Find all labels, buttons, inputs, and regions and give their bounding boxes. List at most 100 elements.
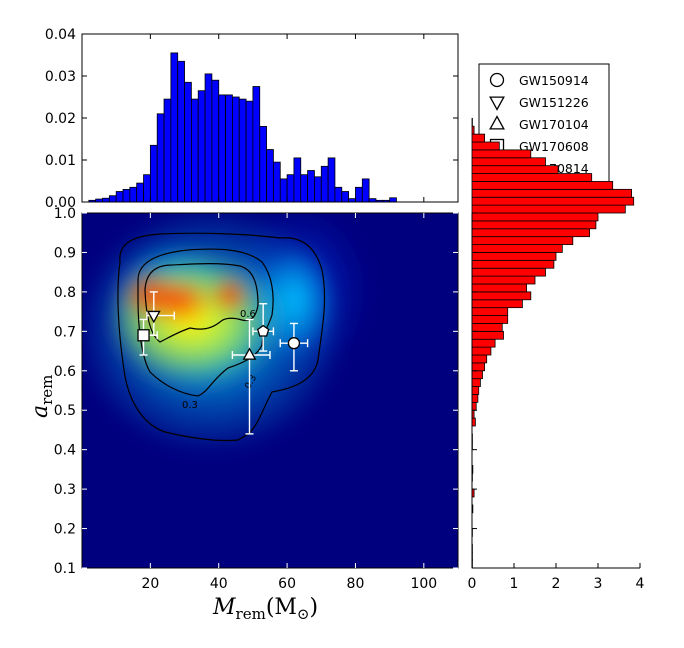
joint-panel-frame: [81, 212, 459, 569]
top-histogram-bar: [197, 90, 206, 203]
top-histogram-bar: [231, 96, 240, 203]
top-histogram-bar: [218, 94, 226, 203]
x-tick-label: 80: [347, 576, 365, 592]
right-histogram-bar: [471, 323, 503, 332]
right-histogram-bar: [471, 212, 599, 222]
top-histogram-bar: [149, 144, 158, 203]
y-tick-label: 0.7: [54, 324, 76, 340]
top-histogram-bar: [368, 198, 377, 203]
right-x-tick-label: 1: [510, 576, 519, 592]
right-histogram-bar: [471, 181, 614, 190]
event-GW170814: [252, 303, 275, 352]
event-marker-triangle-up: [242, 347, 257, 360]
right-histogram-bar: [471, 267, 546, 277]
legend-label: GW150914: [519, 73, 589, 88]
right-x-tick-label: 3: [594, 576, 603, 592]
right-histogram-bar: [471, 220, 597, 230]
x-axis-label: Mrem(M⊙): [212, 595, 318, 623]
right-x-tick-label: 4: [636, 576, 645, 592]
x-tick-label: 60: [278, 576, 296, 592]
top-histogram-bar: [177, 60, 185, 203]
right-histogram-bar: [471, 188, 633, 198]
right-histogram-bar: [471, 133, 486, 143]
top-histogram-bar: [108, 195, 117, 203]
top-histogram-bar: [252, 86, 261, 203]
event-GW170104: [231, 318, 271, 435]
right-histogram-bar: [471, 283, 527, 293]
joint-density-panel: 0.6 0.3 0.3 20 40 60 80 100 0.1 0.2 0.3 0.4 0.5 0…: [28, 206, 459, 623]
top-histogram-bar: [389, 197, 397, 203]
top-histogram-bar: [361, 178, 370, 203]
top-histogram-bar: [225, 94, 233, 203]
top-histogram-bar: [163, 98, 172, 203]
right-histogram-bar: [471, 370, 483, 380]
top-histogram-bar: [314, 176, 322, 203]
top-histogram-bar: [341, 191, 350, 203]
right-histogram-bar: [471, 394, 479, 403]
y-tick-label: 0.3: [54, 482, 76, 498]
right-histogram-bar: [471, 173, 593, 182]
right-histogram-bar: [471, 315, 509, 324]
right-histogram-bar: [471, 401, 477, 411]
x-tick-label: 100: [410, 576, 437, 592]
y-tick-label: 0.6: [54, 364, 76, 380]
legend-label: GW151226: [519, 95, 589, 110]
right-histogram-bar: [471, 386, 480, 395]
contour-label-outer: 0.3: [182, 400, 198, 411]
top-histogram-bar: [102, 197, 110, 203]
right-histogram-bar: [471, 236, 574, 245]
top-histogram-y-axis: 0.00 0.01 0.02 0.03 0.04: [45, 27, 458, 211]
event-marker-circle: [287, 337, 301, 350]
top-histogram-bar: [320, 165, 329, 203]
top-histogram-bar: [300, 174, 309, 203]
right-histogram-bars: [471, 117, 635, 569]
top-y-tick-label: 0.04: [45, 27, 76, 43]
event-marker-triangle-down: [146, 310, 161, 324]
contour-inner: [144, 263, 259, 343]
top-histogram-bar: [334, 186, 343, 203]
top-histogram-bar: [348, 198, 356, 203]
contour-label-inner: 0.6: [240, 309, 256, 320]
contour-middle: [137, 248, 274, 397]
top-histogram-bar: [136, 182, 144, 203]
top-histogram-bar: [266, 149, 274, 203]
right-x-tick-label: 2: [552, 576, 561, 592]
top-histogram-bar: [293, 157, 302, 203]
legend-label: GW170608: [519, 139, 589, 154]
top-histogram-bar: [286, 174, 295, 203]
right-histogram-x-axis: 0 1 2 3 4: [468, 212, 645, 592]
y-tick-label: 0.8: [54, 285, 76, 301]
y-tick-label: 0.5: [54, 403, 76, 419]
right-histogram-bar: [471, 259, 555, 269]
top-y-tick-label: 0.02: [45, 111, 76, 127]
x-tick-label: 40: [210, 576, 228, 592]
top-histogram-bar: [184, 81, 192, 203]
top-histogram-bar: [115, 191, 124, 203]
top-y-tick-label: 0.01: [45, 153, 76, 169]
top-histogram-bar: [307, 170, 315, 203]
top-histogram-bar: [259, 126, 267, 203]
y-tick-label: 0.2: [54, 522, 76, 538]
right-histogram-bar: [471, 165, 559, 174]
right-histogram-bar: [471, 141, 500, 151]
right-histogram-bar: [471, 196, 635, 206]
legend-item: GW151226: [489, 95, 589, 111]
x-tick-label: 20: [141, 576, 159, 592]
legend-marker-circle: [489, 72, 505, 88]
right-histogram-bar: [471, 307, 509, 316]
contour-outer: [117, 232, 326, 442]
event-GW150914: [279, 322, 309, 372]
legend-marker-triangle-down: [489, 96, 505, 111]
top-histogram-bar: [273, 161, 281, 203]
right-histogram-bar: [471, 354, 488, 364]
top-histogram-bars: [88, 52, 397, 203]
heatmap-density: [82, 213, 370, 455]
right-histogram-bar: [471, 149, 532, 159]
right-histogram-bar: [471, 346, 492, 356]
legend-item: GW170104: [489, 115, 589, 132]
top-histogram-bar: [327, 157, 336, 203]
top-histogram-bar: [355, 186, 363, 203]
right-histogram-bar: [471, 252, 557, 261]
top-histogram: 0.00 0.01 0.02 0.03 0.04: [45, 27, 459, 211]
